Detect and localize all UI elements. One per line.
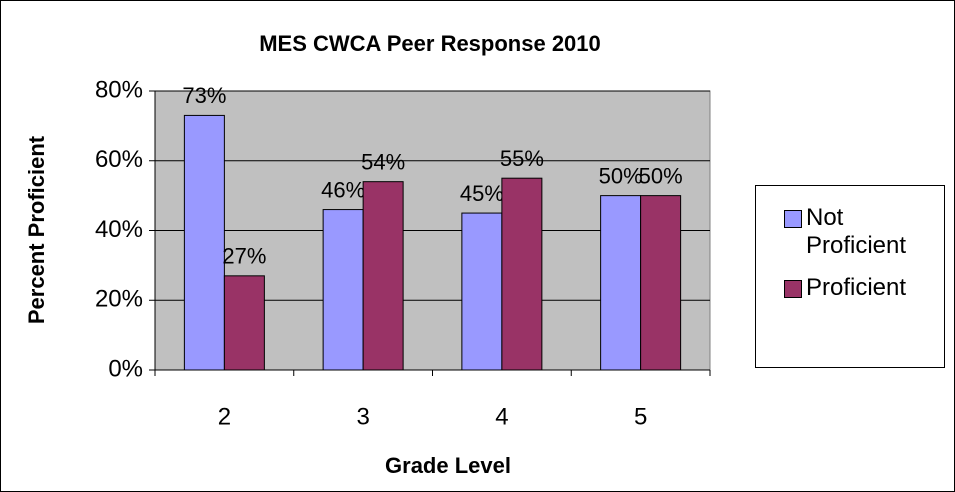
- data-label: 46%: [321, 177, 365, 202]
- y-tick-label: 20%: [95, 286, 143, 313]
- y-tick-label: 80%: [95, 76, 143, 103]
- legend-label: Proficient: [806, 274, 907, 301]
- y-tick-label: 60%: [95, 146, 143, 173]
- legend-swatch: [784, 280, 802, 298]
- bar: [223, 275, 265, 371]
- data-label: 54%: [361, 149, 405, 174]
- bar: [183, 114, 225, 371]
- legend-item: Not Proficient: [784, 204, 944, 260]
- y-tick-label: 40%: [95, 216, 143, 243]
- data-label: 73%: [182, 83, 226, 108]
- legend: Not Proficient Proficient: [755, 185, 945, 368]
- bar: [362, 181, 404, 371]
- x-axis-label: Grade Level: [385, 453, 511, 478]
- bar: [501, 177, 543, 371]
- legend-swatch: [784, 210, 802, 228]
- legend-item: Proficient: [784, 274, 944, 302]
- x-tick-label: 2: [218, 403, 231, 430]
- bar: [461, 212, 503, 371]
- legend-label: Not Proficient: [806, 204, 907, 259]
- data-label: 27%: [222, 244, 266, 269]
- data-label: 50%: [599, 163, 643, 188]
- y-tick-label: 0%: [108, 355, 143, 382]
- chart-title: MES CWCA Peer Response 2010: [259, 31, 601, 56]
- data-label: 50%: [639, 163, 683, 188]
- bar: [322, 209, 364, 371]
- data-label: 55%: [500, 146, 544, 171]
- y-axis-label: Percent Proficient: [24, 135, 49, 324]
- bar: [640, 195, 682, 371]
- x-tick-label: 3: [356, 403, 369, 430]
- data-label: 45%: [460, 181, 504, 206]
- x-tick-label: 5: [634, 403, 647, 430]
- bar: [600, 195, 642, 371]
- x-tick-label: 4: [495, 403, 508, 430]
